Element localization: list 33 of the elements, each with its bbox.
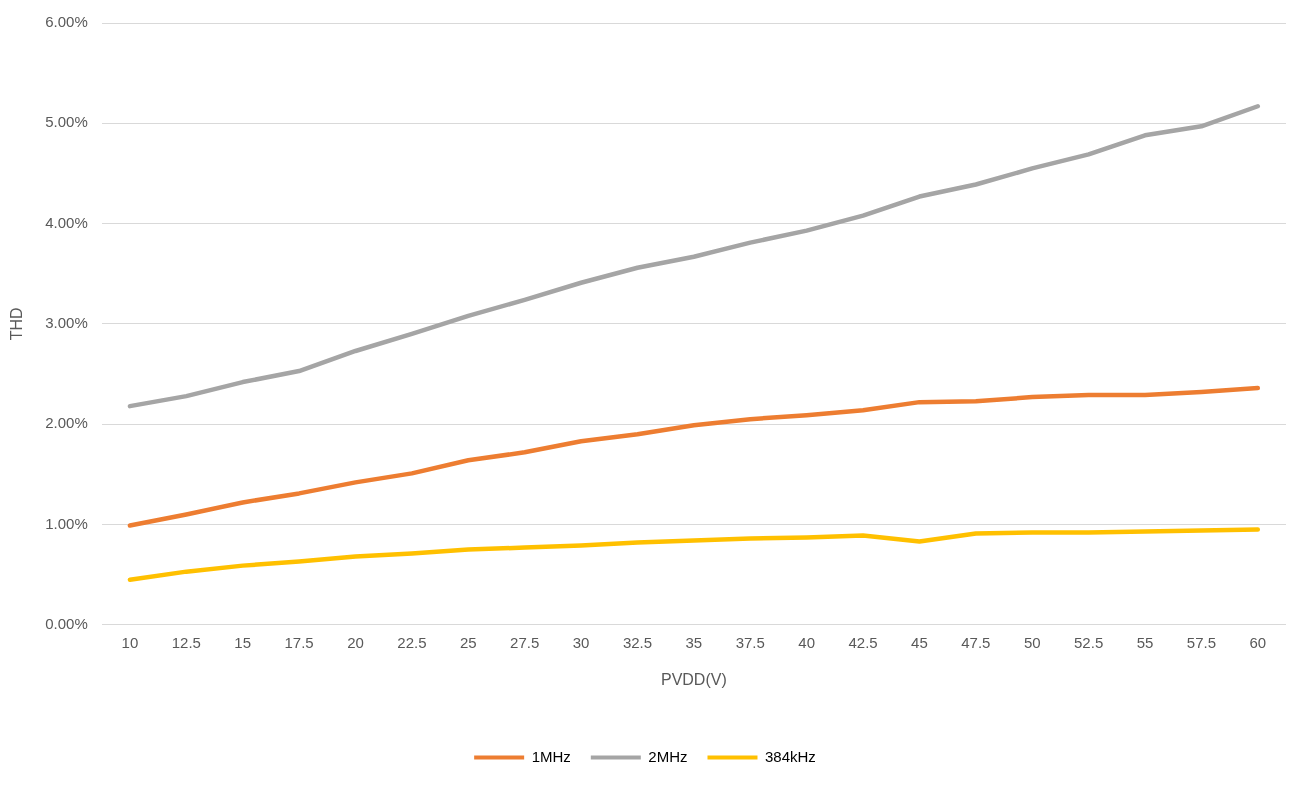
x-tick-label: 30 (572, 633, 590, 651)
y-tick-label: 4.00% (45, 213, 88, 231)
x-tick-label: 57.5 (1186, 633, 1217, 651)
x-tick-label: 42.5 (848, 633, 878, 651)
x-tick-label: 60 (1249, 633, 1267, 651)
x-tick-label: 45 (911, 633, 928, 651)
x-tick-label: 50 (1023, 633, 1041, 651)
legend-label: 384kHz (764, 747, 816, 765)
y-tick-label: 2.00% (45, 414, 88, 432)
x-tick-label: 22.5 (397, 633, 427, 651)
x-tick-label: 55 (1136, 633, 1154, 651)
y-tick-label: 3.00% (45, 314, 88, 332)
x-axis-title: PVDD(V) (660, 670, 727, 688)
y-tick-label: 0.00% (45, 614, 88, 632)
x-tick-label: 40 (798, 633, 815, 651)
x-tick-label: 37.5 (735, 633, 765, 651)
x-tick-label: 35 (685, 633, 703, 651)
x-tick-label: 27.5 (510, 633, 540, 651)
x-tick-label: 20 (347, 633, 364, 651)
y-tick-label: 5.00% (45, 113, 88, 131)
x-tick-label: 17.5 (284, 633, 314, 651)
x-tick-label: 25 (459, 633, 477, 651)
y-tick-label: 1.00% (45, 514, 88, 532)
x-tick-label: 52.5 (1074, 633, 1104, 651)
legend-label: 1MHz (531, 747, 571, 765)
x-tick-label: 12.5 (171, 633, 201, 651)
y-tick-label: 6.00% (45, 13, 88, 31)
legend-label: 2MHz (648, 747, 688, 765)
x-tick-label: 47.5 (961, 633, 991, 651)
x-tick-label: 15 (234, 633, 252, 651)
x-tick-label: 10 (121, 633, 139, 651)
y-axis-title: THD (8, 307, 26, 341)
x-tick-label: 32.5 (622, 633, 653, 651)
